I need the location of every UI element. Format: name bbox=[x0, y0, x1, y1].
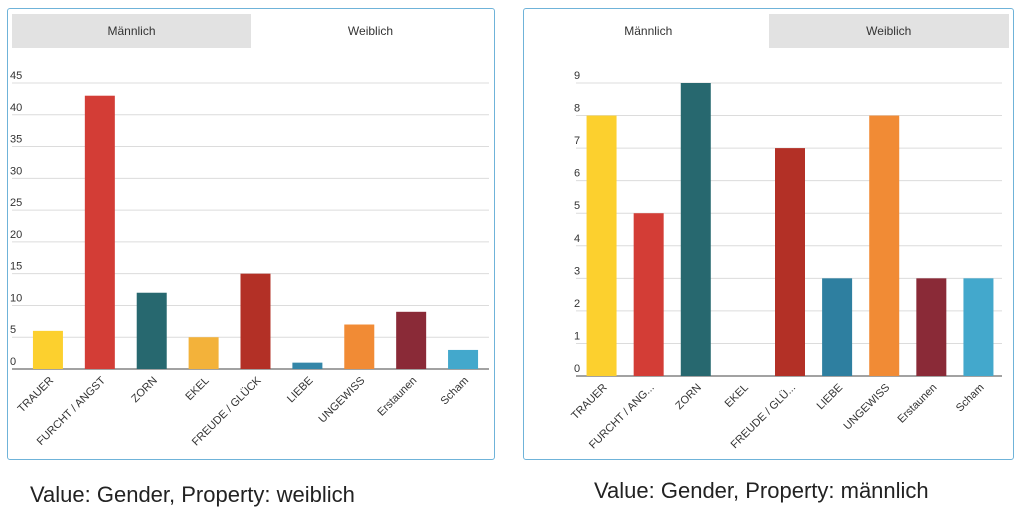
y-tick-label: 0 bbox=[10, 356, 16, 368]
bar[interactable] bbox=[136, 292, 167, 369]
y-tick-label: 40 bbox=[10, 102, 22, 114]
y-tick-label: 15 bbox=[10, 261, 22, 273]
x-tick-label: EKEL bbox=[183, 375, 211, 403]
y-tick-label: 1 bbox=[574, 330, 580, 342]
bar[interactable] bbox=[396, 311, 427, 369]
x-tick-label: UNGEWISS bbox=[317, 375, 368, 426]
tab-weiblich[interactable]: Weiblich bbox=[768, 14, 1009, 48]
y-tick-label: 5 bbox=[574, 200, 580, 212]
bar[interactable] bbox=[32, 330, 63, 369]
bar[interactable] bbox=[448, 349, 479, 369]
x-tick-label: Scham bbox=[954, 382, 987, 415]
chart-panel-weiblich: Männlich Weiblich 0 5 10 15 20 25 30 35 40 45 TRAU… bbox=[7, 8, 495, 460]
x-tick-label: ZORN bbox=[673, 382, 704, 413]
x-tick-label: TRAUER bbox=[569, 382, 610, 423]
bar[interactable] bbox=[344, 324, 375, 369]
bar[interactable] bbox=[869, 115, 900, 377]
y-tick-label: 6 bbox=[574, 168, 580, 180]
y-tick-label: 20 bbox=[10, 229, 22, 241]
chart-caption-weiblich: Value: Gender, Property: weiblich bbox=[30, 482, 355, 507]
bar[interactable] bbox=[775, 148, 805, 376]
y-tick-label: 3 bbox=[574, 265, 580, 277]
y-tick-label: 8 bbox=[574, 103, 580, 115]
y-tick-label: 25 bbox=[10, 197, 22, 209]
y-tick-label: 45 bbox=[10, 70, 22, 82]
bar[interactable] bbox=[188, 337, 219, 369]
chart-panel-maennlich: Männlich Weiblich 0 1 2 3 4 5 6 7 8 9 TRAUER FURCHT… bbox=[523, 8, 1014, 460]
y-tick-label: 0 bbox=[574, 363, 580, 375]
tab-weiblich[interactable]: Weiblich bbox=[251, 14, 490, 48]
bar[interactable] bbox=[586, 115, 617, 377]
x-tick-label: Erstaunen bbox=[896, 382, 940, 426]
gender-tabs: Männlich Weiblich bbox=[12, 14, 490, 48]
chart-caption-maennlich: Value: Gender, Property: männlich bbox=[594, 478, 929, 503]
bar[interactable] bbox=[822, 278, 853, 376]
x-tick-label: TRAUER bbox=[16, 375, 57, 416]
x-tick-label: EKEL bbox=[723, 382, 751, 410]
y-tick-label: 9 bbox=[574, 70, 580, 82]
bar[interactable] bbox=[292, 362, 323, 369]
y-tick-label: 5 bbox=[10, 324, 16, 336]
tab-maennlich[interactable]: Männlich bbox=[12, 14, 251, 48]
y-tick-label: 4 bbox=[574, 233, 580, 245]
y-tick-label: 35 bbox=[10, 134, 22, 146]
bar[interactable] bbox=[240, 273, 271, 369]
tab-maennlich[interactable]: Männlich bbox=[528, 14, 769, 48]
y-tick-label: 2 bbox=[574, 298, 580, 310]
x-tick-label: LIEBE bbox=[285, 375, 316, 406]
bar[interactable] bbox=[916, 278, 947, 376]
x-tick-label: LIEBE bbox=[815, 382, 846, 413]
bar[interactable] bbox=[84, 95, 115, 369]
bar[interactable] bbox=[963, 278, 994, 376]
gender-tabs: Männlich Weiblich bbox=[528, 14, 1009, 48]
x-tick-label: Scham bbox=[438, 375, 471, 408]
y-tick-label: 30 bbox=[10, 165, 22, 177]
x-tick-label: UNGEWISS bbox=[841, 382, 892, 433]
y-tick-label: 10 bbox=[10, 292, 22, 304]
x-tick-label: ZORN bbox=[129, 375, 160, 406]
x-tick-label: Erstaunen bbox=[375, 375, 419, 419]
y-tick-label: 7 bbox=[574, 135, 580, 147]
bar[interactable] bbox=[680, 83, 711, 376]
bar[interactable] bbox=[633, 213, 664, 376]
